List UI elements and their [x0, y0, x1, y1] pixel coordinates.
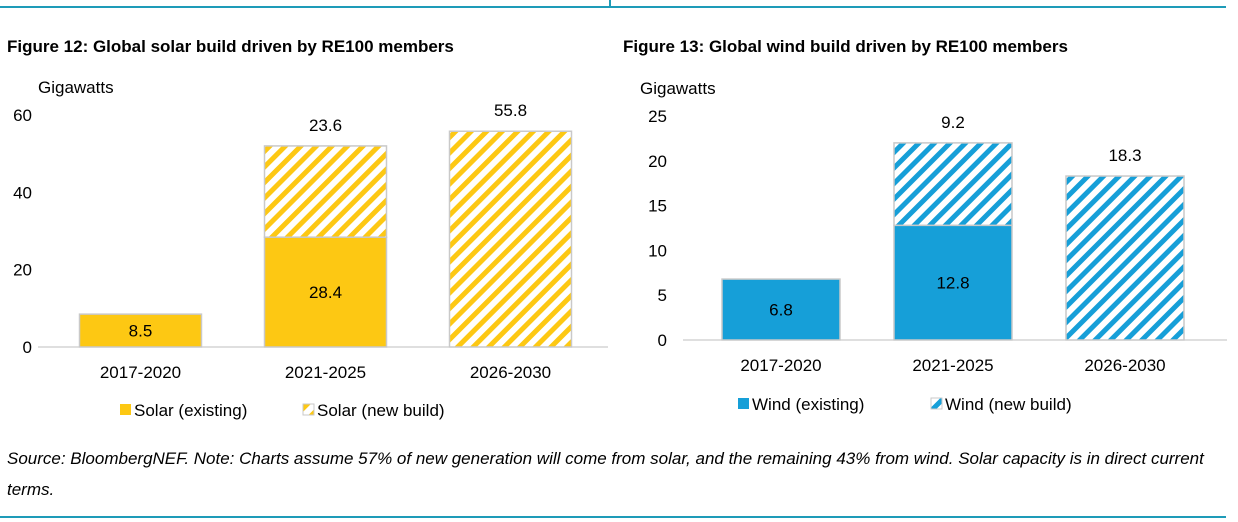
wind-y-tick-label: 25 — [648, 107, 667, 126]
wind-y-tick-label: 5 — [658, 286, 667, 305]
wind-category-label: 2026-2030 — [1084, 356, 1165, 375]
wind-y-tick-label: 10 — [648, 241, 667, 260]
wind-y-tick-label: 0 — [658, 331, 667, 350]
wind-data-label: 18.3 — [1108, 146, 1141, 165]
solar-y-tick-label: 0 — [23, 338, 32, 357]
solar-y-tick-label: 60 — [13, 106, 32, 125]
wind-y-tick-label: 15 — [648, 197, 667, 216]
solar-legend-label-new-build: Solar (new build) — [317, 401, 445, 420]
wind-y-tick-label: 20 — [648, 152, 667, 171]
wind-legend-swatch-existing — [738, 398, 749, 409]
wind-category-label: 2017-2020 — [740, 356, 821, 375]
solar-chart: Gigawatts 0 20 40 60 2017-2020 2021-2025 2026-2… — [13, 78, 608, 420]
solar-bar-existing-0 — [78, 313, 203, 348]
solar-data-label: 8.5 — [129, 322, 153, 341]
wind-data-label: 12.8 — [936, 274, 969, 293]
wind-data-label: 6.8 — [769, 301, 793, 320]
solar-category-label: 2026-2030 — [470, 363, 551, 382]
wind-data-label: 9.2 — [941, 113, 965, 132]
solar-category-label: 2021-2025 — [285, 363, 366, 382]
wind-bar-existing-0 — [721, 278, 841, 341]
solar-bar-new-build-2 — [448, 130, 573, 348]
wind-legend-swatch-new-build — [930, 397, 943, 410]
solar-legend-label-existing: Solar (existing) — [134, 401, 247, 420]
solar-data-label: 55.8 — [494, 101, 527, 120]
top-rule — [0, 6, 1226, 8]
source-note: Source: BloombergNEF. Note: Charts assum… — [7, 449, 1204, 499]
wind-legend-label-existing: Wind (existing) — [752, 395, 864, 414]
wind-bar-new-build-1 — [893, 142, 1013, 227]
wind-legend-label-new-build: Wind (new build) — [945, 395, 1072, 414]
figure-12-title: Figure 12: Global solar build driven by … — [7, 37, 454, 56]
wind-y-axis-label: Gigawatts — [640, 79, 716, 98]
solar-legend-swatch-existing — [120, 404, 131, 415]
solar-category-label: 2017-2020 — [100, 363, 181, 382]
solar-legend-swatch-new-build — [302, 403, 315, 416]
solar-bar-existing-1 — [263, 236, 388, 348]
wind-bar-existing-1 — [893, 224, 1013, 341]
solar-data-label: 23.6 — [309, 116, 342, 135]
top-rule-divider-tick — [609, 0, 611, 8]
wind-bar-new-build-2 — [1065, 175, 1185, 341]
wind-chart: Gigawatts 0 5 10 15 20 25 2017-2020 2021-2025 202… — [640, 79, 1227, 414]
solar-y-tick-label: 40 — [13, 183, 32, 202]
solar-y-tick-label: 20 — [13, 261, 32, 280]
bottom-rule — [0, 516, 1226, 518]
solar-bar-new-build-1 — [263, 145, 388, 238]
wind-category-label: 2021-2025 — [912, 356, 993, 375]
figure-13-title: Figure 13: Global wind build driven by R… — [623, 37, 1068, 56]
solar-data-label: 28.4 — [309, 283, 342, 302]
solar-y-axis-label: Gigawatts — [38, 78, 114, 97]
